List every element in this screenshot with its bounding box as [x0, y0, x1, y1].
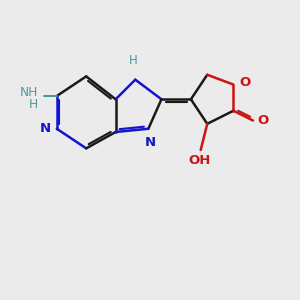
Text: O: O [258, 114, 269, 127]
Text: N: N [40, 122, 51, 135]
Text: O: O [239, 76, 250, 89]
Text: H: H [129, 54, 138, 67]
Text: OH: OH [188, 154, 210, 167]
Text: N: N [144, 136, 156, 149]
Text: NH: NH [20, 86, 38, 99]
Text: H: H [29, 98, 38, 111]
